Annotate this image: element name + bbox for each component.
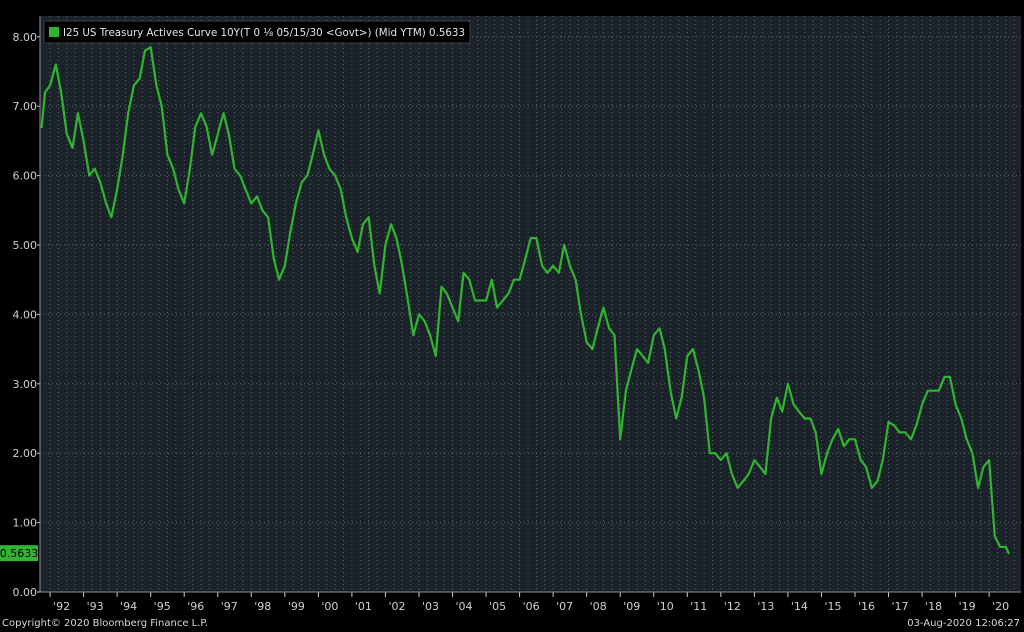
x-tick-label: '12 bbox=[724, 600, 741, 613]
axes: 0.00 1.00 2.00 3.00 4.00 5.00 6.00 7.00 8.00 '92 '… bbox=[13, 16, 1021, 613]
legend-swatch bbox=[49, 27, 59, 37]
x-tick-label: '95 bbox=[154, 600, 171, 613]
legend: I25 US Treasury Actives Curve 10Y(T 0 ⅛ … bbox=[43, 20, 471, 44]
x-tick-label: '00 bbox=[321, 600, 338, 613]
x-tick-label: '11 bbox=[690, 600, 707, 613]
plot-area bbox=[40, 16, 1021, 592]
y-tick-label: 0.00 bbox=[13, 586, 38, 599]
x-tick-label: '07 bbox=[556, 600, 573, 613]
x-tick-label: '06 bbox=[523, 600, 540, 613]
x-tick-label: '04 bbox=[456, 600, 473, 613]
x-tick-label: '20 bbox=[992, 600, 1009, 613]
y-tick-label: 7.00 bbox=[13, 100, 38, 113]
copyright-text: Copyright© 2020 Bloomberg Finance L.P. bbox=[2, 618, 209, 629]
x-tick-label: '08 bbox=[590, 600, 607, 613]
x-tick-label: '02 bbox=[388, 600, 405, 613]
y-tick-label: 8.00 bbox=[13, 31, 38, 44]
y-tick-label: 5.00 bbox=[13, 239, 38, 252]
x-tick-label: '99 bbox=[288, 600, 305, 613]
last-value-tag bbox=[0, 545, 38, 562]
last-value-marker: 0.5633 bbox=[0, 545, 38, 562]
series-layer bbox=[40, 46, 1010, 555]
x-tick-label: '98 bbox=[254, 600, 271, 613]
x-tick-label: '05 bbox=[489, 600, 506, 613]
x-tick-label: '09 bbox=[623, 600, 640, 613]
last-value-label: 0.5633 bbox=[0, 547, 38, 560]
x-tick-label: '16 bbox=[858, 600, 875, 613]
x-tick-label: '96 bbox=[187, 600, 204, 613]
legend-label: I25 US Treasury Actives Curve 10Y(T 0 ⅛ … bbox=[63, 26, 465, 39]
legend-box bbox=[43, 20, 471, 44]
y-tick-label: 1.00 bbox=[13, 517, 38, 530]
x-tick-label: '19 bbox=[959, 600, 976, 613]
timestamp-text: 03-Aug-2020 12:06:27 bbox=[907, 618, 1020, 629]
x-tick-label: '03 bbox=[422, 600, 439, 613]
x-tick-label: '97 bbox=[221, 600, 238, 613]
x-tick-label: '01 bbox=[355, 600, 372, 613]
grid-lines bbox=[40, 16, 1021, 593]
x-tick-label: '13 bbox=[757, 600, 774, 613]
series-line bbox=[40, 46, 1010, 555]
y-tick-label: 2.00 bbox=[13, 447, 38, 460]
x-tick-label: '92 bbox=[53, 600, 70, 613]
y-tick-label: 3.00 bbox=[13, 378, 38, 391]
x-tick-label: '94 bbox=[120, 600, 137, 613]
x-tick-label: '93 bbox=[87, 600, 104, 613]
x-tick-label: '18 bbox=[925, 600, 942, 613]
x-tick-label: '17 bbox=[892, 600, 909, 613]
y-tick-label: 4.00 bbox=[13, 308, 38, 321]
y-tick-label: 6.00 bbox=[13, 170, 38, 183]
x-tick-label: '15 bbox=[824, 600, 841, 613]
x-tick-label: '10 bbox=[657, 600, 674, 613]
x-tick-label: '14 bbox=[791, 600, 808, 613]
